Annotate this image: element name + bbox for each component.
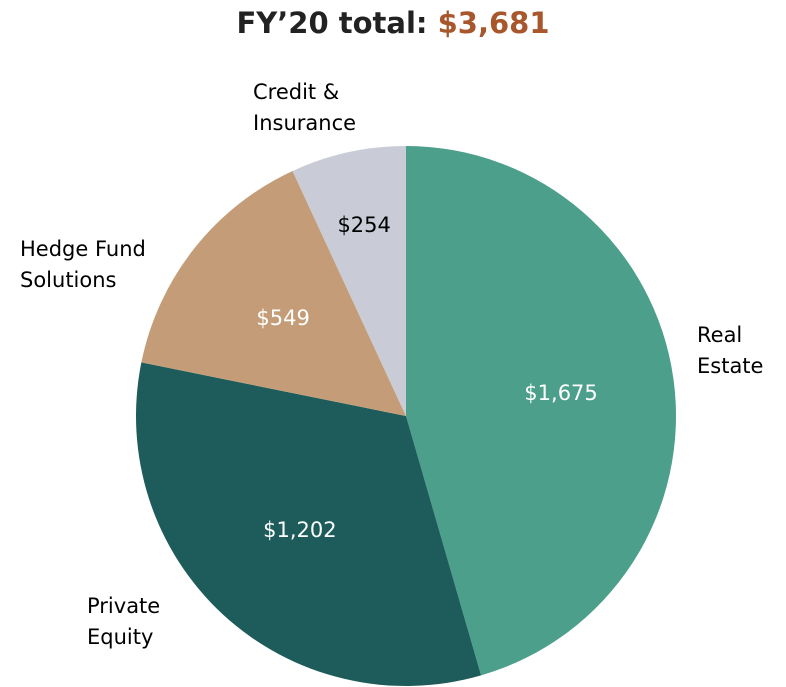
pie-slice	[406, 146, 676, 676]
pie-slice	[136, 362, 482, 686]
pie-slice	[292, 146, 406, 416]
value-label: $549	[256, 306, 309, 330]
category-label: Credit & Insurance	[253, 80, 357, 135]
category-label: Private Equity	[87, 594, 161, 649]
value-label: $1,675	[524, 381, 597, 405]
value-label: $254	[337, 213, 390, 237]
value-label: $1,202	[263, 518, 336, 542]
title-total: $3,681	[437, 6, 550, 40]
category-label: Hedge Fund Solutions	[20, 237, 146, 292]
chart-title: FY’20 total:	[236, 6, 428, 40]
category-label: Real Estate	[697, 323, 764, 378]
chart-title-row: FY’20 total: $3,681	[0, 6, 786, 40]
pie-slice	[141, 170, 406, 416]
